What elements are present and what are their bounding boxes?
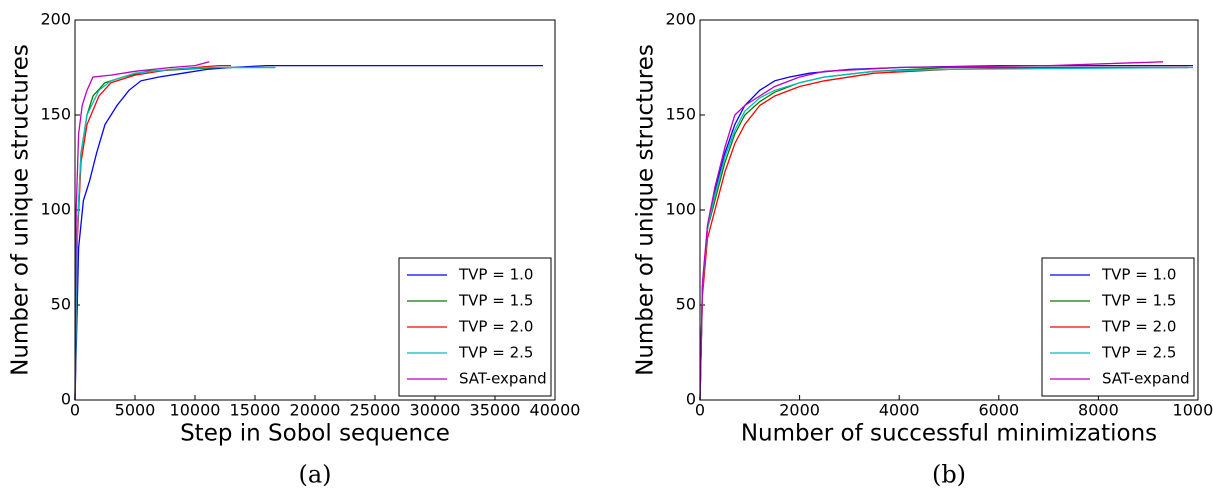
x-tick-label: 10000 [170,401,221,420]
legend-label: TVP = 1.5 [458,292,533,310]
x-tick-label: 40000 [530,401,581,420]
legend-label: TVP = 1.5 [1101,292,1176,310]
y-axis-label: Number of unique structures [8,44,34,376]
y-tick-label: 200 [665,10,696,29]
x-tick-label: 4000 [879,401,920,420]
x-axis-label: Number of successful minimizations [741,421,1157,447]
plot-frame [74,19,556,401]
x-tick-label: 0 [695,401,705,420]
x-tick-label: 20000 [290,401,341,420]
x-tick-label: 8000 [1078,401,1119,420]
y-axis-label: Number of unique structures [633,44,659,376]
series-line [699,66,1194,401]
x-tick-label: 6000 [978,401,1019,420]
series-line [74,61,210,401]
legend-label: TVP = 2.5 [1101,344,1176,362]
y-tick-label: 0 [686,390,696,409]
legend-label: TVP = 2.0 [1101,318,1176,336]
plot-frame [699,19,1199,401]
x-tick-label: 35000 [470,401,521,420]
x-tick-label: 2000 [779,401,820,420]
legend-label: TVP = 2.5 [458,344,533,362]
series-line [699,61,1164,401]
legend-label: SAT-expand [1102,370,1190,388]
legend-label: TVP = 1.0 [458,266,533,284]
caption: (a) [298,461,331,489]
x-tick-label: 5000 [115,401,156,420]
legend-label: SAT-expand [459,370,547,388]
series-line [74,66,276,401]
x-tick-label: 30000 [410,401,461,420]
y-tick-label: 100 [40,200,71,219]
x-tick-label: 25000 [350,401,401,420]
y-tick-label: 50 [676,295,696,314]
y-tick-label: 150 [40,105,71,124]
series-line [74,66,276,401]
y-tick-label: 150 [665,105,696,124]
x-tick-label: 10000 [1173,401,1213,420]
y-tick-label: 200 [40,10,71,29]
series-line [74,64,231,401]
legend-label: TVP = 2.0 [458,318,533,336]
x-tick-label: 15000 [230,401,281,420]
caption: (b) [932,461,966,489]
legend-box [1041,257,1195,397]
x-axis-label: Step in Sobol sequence [180,421,450,447]
y-tick-label: 0 [61,390,71,409]
y-tick-label: 50 [51,295,71,314]
y-tick-label: 100 [665,200,696,219]
legend-label: TVP = 1.0 [1101,266,1176,284]
x-tick-label: 0 [70,401,80,420]
